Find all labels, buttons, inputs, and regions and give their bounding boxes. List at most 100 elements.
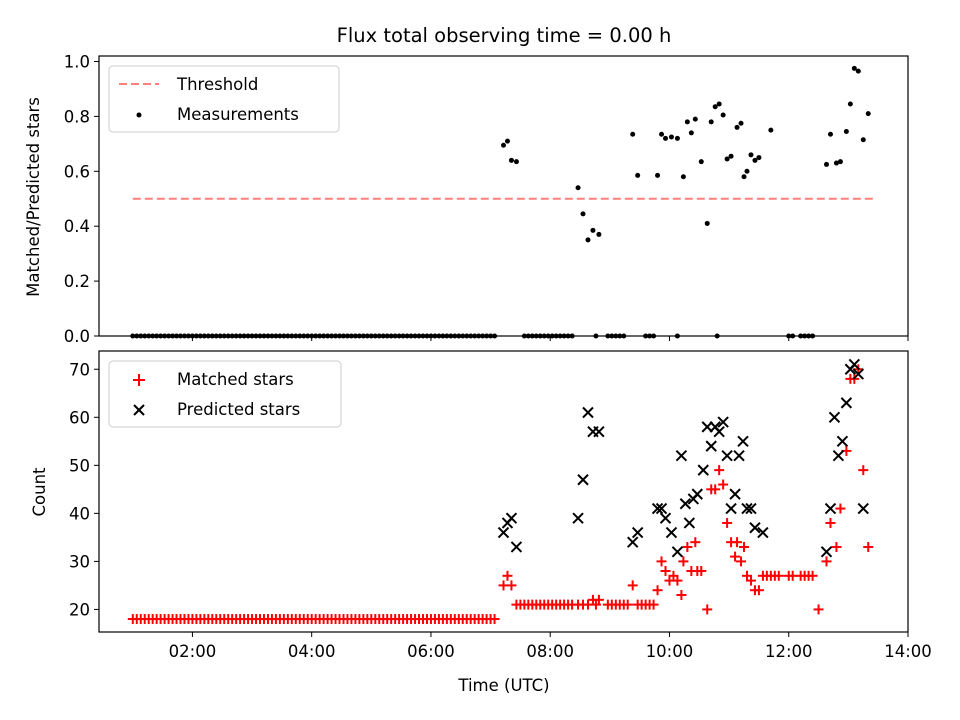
measurement-point xyxy=(659,131,665,137)
predicted-star-point xyxy=(593,425,605,438)
predicted-star-point xyxy=(659,512,672,524)
predicted-star-stroke-b xyxy=(683,517,696,529)
top-legend: Threshold Measurements xyxy=(108,65,340,133)
top-y-tick-label: 0.0 xyxy=(64,327,90,346)
predicted-star-stroke-b xyxy=(572,512,584,524)
measurement-point xyxy=(655,172,661,178)
predicted-star-stroke-b xyxy=(757,526,769,539)
predicted-star-point xyxy=(675,450,688,462)
matched-star-point xyxy=(722,517,733,528)
matched-star-point xyxy=(690,537,701,548)
matched-star-point xyxy=(627,580,638,591)
matched-star-point xyxy=(753,585,764,596)
predicted-star-stroke-b xyxy=(697,464,709,476)
measurement-point xyxy=(590,227,596,233)
top-panel: Matched/Predicted stars 0.0 0.2 0.4 0.6 0.8 1… xyxy=(24,52,909,346)
matched-star-point xyxy=(656,556,667,567)
predicted-star-point xyxy=(505,512,518,524)
predicted-star-point xyxy=(745,502,757,515)
top-y-tick-label: 0.6 xyxy=(64,162,90,181)
matched-star-point xyxy=(676,590,687,601)
legend-measurements-swatch xyxy=(136,112,142,118)
matched-star-point xyxy=(714,465,725,476)
predicted-star-stroke-b xyxy=(505,512,518,524)
measurement-point xyxy=(741,174,747,180)
measurement-point xyxy=(688,130,694,136)
predicted-star-stroke-b xyxy=(749,522,761,534)
predicted-star-point xyxy=(651,502,664,515)
measurement-point xyxy=(680,174,686,180)
predicted-star-point xyxy=(717,416,729,428)
matched-star-point xyxy=(730,551,741,562)
predicted-star-stroke-b xyxy=(820,546,833,558)
matched-star-point xyxy=(678,556,689,567)
predicted-star-point xyxy=(721,450,733,462)
top-y-axis-label: Matched/Predicted stars xyxy=(24,97,43,297)
predicted-star-point xyxy=(832,450,845,462)
predicted-star-stroke-b xyxy=(828,411,841,423)
measurement-point xyxy=(501,142,506,148)
bottom-y-tick-label: 20 xyxy=(69,600,90,619)
predicted-star-point xyxy=(577,474,589,486)
matched-star-point xyxy=(660,565,671,576)
measurement-point xyxy=(833,160,839,166)
predicted-star-point xyxy=(857,502,869,515)
predicted-star-point xyxy=(733,450,745,462)
top-y-tick-label: 0.4 xyxy=(64,217,90,236)
predicted-star-point xyxy=(840,397,853,409)
measurement-point xyxy=(716,101,722,107)
predicted-star-stroke-b xyxy=(832,450,845,462)
predicted-star-stroke-b xyxy=(659,512,672,524)
predicted-star-point xyxy=(655,502,668,515)
predicted-star-stroke-b xyxy=(717,416,729,428)
top-legend-box xyxy=(108,65,340,133)
matched-star-point xyxy=(736,556,747,567)
bottom-y-tick-label: 30 xyxy=(69,552,90,571)
measurement-point xyxy=(756,155,762,161)
measurement-point xyxy=(768,127,774,133)
bottom-y-tick-label: 70 xyxy=(69,360,90,379)
predicted-star-point xyxy=(824,502,837,515)
predicted-star-stroke-b xyxy=(848,358,861,371)
predicted-star-stroke-b xyxy=(713,425,725,438)
matched-star-point xyxy=(622,599,633,610)
predicted-star-stroke-b xyxy=(840,397,853,409)
measurement-point xyxy=(855,68,861,74)
predicted-star-stroke-b xyxy=(497,526,510,539)
bottom-plot-area xyxy=(127,358,874,625)
bottom-axes-frame xyxy=(98,350,909,633)
chart-title: Flux total observing time = 0.00 h xyxy=(337,24,672,47)
bottom-y-tick-label: 40 xyxy=(69,504,90,523)
measurement-point xyxy=(575,185,581,191)
measurement-point xyxy=(744,168,750,174)
measurement-point xyxy=(684,119,690,125)
measurement-point xyxy=(698,159,704,165)
bottom-y-axis-label: Count xyxy=(30,467,49,517)
measurement-point xyxy=(734,124,740,130)
matched-star-point xyxy=(502,570,513,581)
predicted-star-stroke-b xyxy=(737,435,749,448)
predicted-star-point xyxy=(572,512,584,524)
predicted-star-point xyxy=(683,517,696,529)
measurement-point xyxy=(847,101,853,107)
x-tick-label: 08:00 xyxy=(526,642,574,661)
predicted-star-stroke-b xyxy=(655,502,668,515)
predicted-star-point xyxy=(713,425,725,438)
predicted-star-point xyxy=(852,368,865,380)
matched-star-point xyxy=(831,541,842,552)
measurement-point xyxy=(752,157,758,163)
matched-star-point xyxy=(702,604,713,615)
measurement-point xyxy=(728,153,734,159)
measurement-point xyxy=(508,157,514,163)
predicted-star-point xyxy=(626,536,639,548)
measurement-point xyxy=(748,152,754,158)
predicted-star-point xyxy=(737,435,749,448)
legend-predicted-swatch xyxy=(133,404,145,416)
matched-star-point xyxy=(593,594,604,605)
top-y-tick-label: 1.0 xyxy=(64,52,90,71)
measurement-point xyxy=(837,159,843,165)
measurement-point xyxy=(843,128,849,134)
x-axis-label: Time (UTC) xyxy=(457,676,549,695)
predicted-star-stroke-b xyxy=(510,541,523,553)
legend-predicted-label: Predicted stars xyxy=(177,400,300,419)
